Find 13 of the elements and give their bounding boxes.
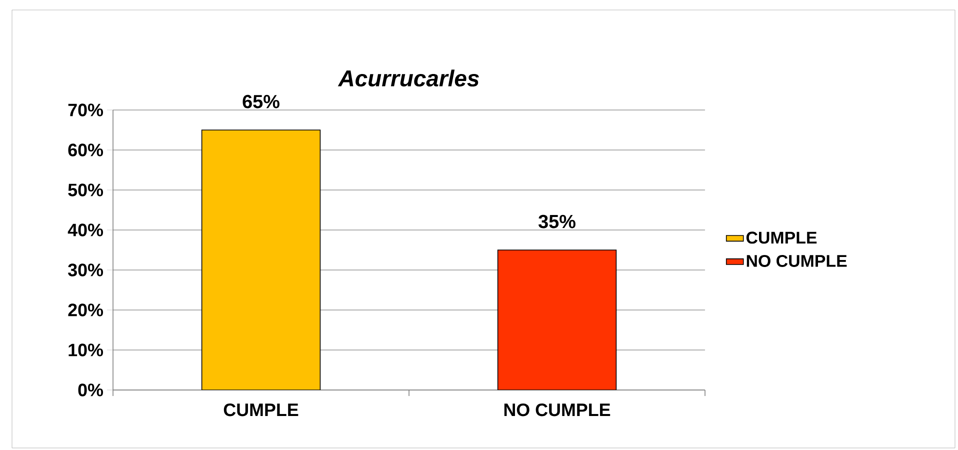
y-tick-label: 10%: [68, 344, 104, 356]
y-tick-label: 60%: [68, 144, 104, 156]
legend-label: CUMPLE: [746, 232, 817, 244]
data-label: 65%: [242, 94, 280, 108]
y-tick-label: 20%: [68, 304, 104, 316]
y-tick-label: 40%: [68, 224, 104, 236]
chart-title: Acurrucarles: [338, 70, 479, 86]
y-tick-label: 0%: [78, 384, 104, 396]
y-tick-label: 30%: [68, 264, 104, 276]
data-label: 35%: [538, 214, 576, 228]
y-tick-label: 70%: [68, 104, 104, 116]
y-tick-label: 50%: [68, 184, 104, 196]
legend-label: NO CUMPLE: [746, 254, 847, 267]
